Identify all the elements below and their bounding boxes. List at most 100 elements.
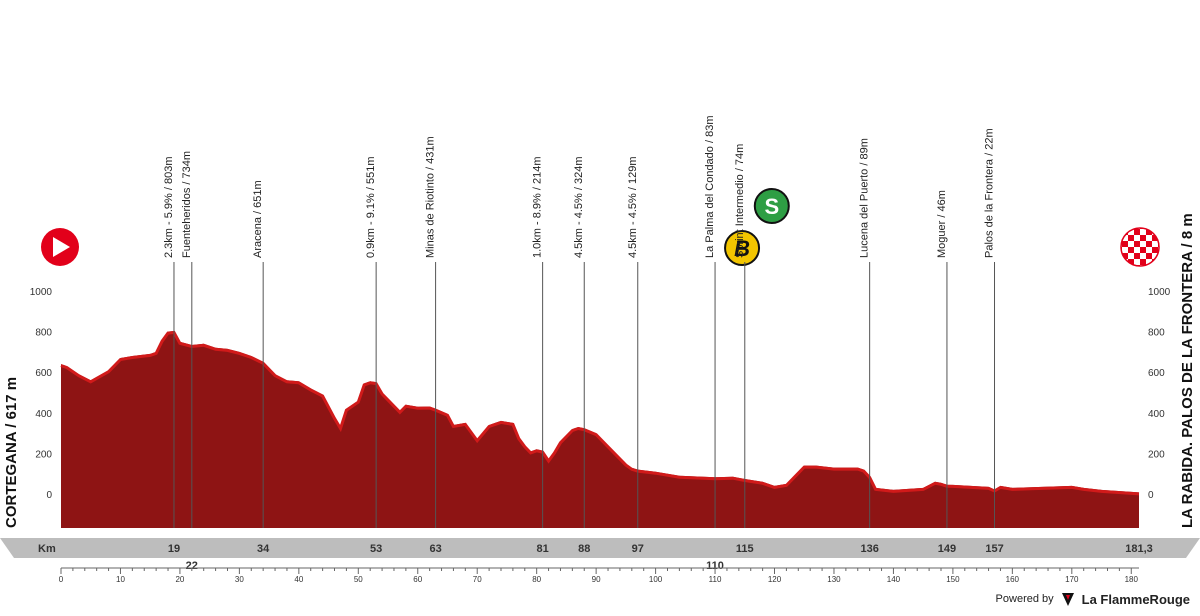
sprint-letter: S — [764, 194, 779, 219]
start-label: CORTEGANA / 617 m — [3, 377, 20, 528]
finish-check — [1158, 265, 1159, 266]
y-tick-label-left: 1000 — [30, 287, 53, 298]
km-band-value: 97 — [632, 543, 644, 555]
y-tick-label-right: 800 — [1148, 328, 1165, 339]
point-label: Aracena / 651m — [252, 180, 264, 258]
finish-check — [1152, 235, 1158, 241]
finish-check — [1121, 259, 1122, 265]
x-tick-label: 160 — [1006, 575, 1020, 584]
km-band-label: Km — [38, 543, 56, 555]
finish-check — [1134, 229, 1140, 235]
y-tick-label-left: 400 — [35, 409, 52, 420]
y-tick-label-right: 1000 — [1148, 287, 1171, 298]
x-tick-label: 10 — [116, 575, 125, 584]
km-band-value: 53 — [370, 543, 382, 555]
finish-check — [1158, 229, 1159, 235]
km-band-value: 181,3 — [1125, 543, 1153, 555]
finish-check — [1128, 235, 1134, 241]
sprint-icon — [753, 188, 790, 224]
x-tick-label: 130 — [827, 575, 841, 584]
km-band — [0, 538, 1200, 558]
km-band-value: 19 — [168, 543, 180, 555]
km-band-value: 34 — [257, 543, 270, 555]
finish-check — [1122, 241, 1128, 247]
y-tick-label-left: 0 — [46, 490, 52, 501]
x-tick-label: 180 — [1125, 575, 1139, 584]
finish-check — [1140, 259, 1146, 265]
finish-check — [1146, 253, 1152, 259]
point-label: Palos de la Frontera / 22m — [984, 128, 996, 258]
elevation-area — [61, 331, 1139, 528]
y-tick-label-right: 0 — [1148, 490, 1154, 501]
finish-check — [1146, 241, 1152, 247]
finish-check — [1152, 259, 1158, 265]
finish-check — [1128, 259, 1134, 265]
finish-check — [1121, 228, 1122, 229]
elevation-ridge-line — [60, 330, 1140, 496]
x-tick-label: 110 — [709, 575, 722, 584]
finish-check — [1152, 228, 1158, 229]
x-tick-label: 40 — [294, 575, 303, 584]
point-label: Lucena del Puerto / 89m — [859, 138, 871, 258]
km-band-value: 88 — [578, 543, 590, 555]
point-label: Sprint Intermedio / 74m — [734, 144, 746, 258]
y-tick-label-left: 800 — [35, 328, 52, 339]
finish-checks — [1121, 228, 1159, 266]
x-tick-label: 140 — [887, 575, 901, 584]
x-tick-label: 60 — [413, 575, 422, 584]
finish-check — [1134, 253, 1140, 259]
x-tick-label: 90 — [592, 575, 601, 584]
point-label: La Palma del Condado / 83m — [704, 116, 716, 258]
x-tick-label: 50 — [354, 575, 363, 584]
km-band-value: 157 — [985, 543, 1003, 555]
y-tick-label-right: 400 — [1148, 409, 1165, 420]
x-tick-label: 30 — [235, 575, 244, 584]
finish-check — [1140, 235, 1146, 241]
finish-check — [1146, 229, 1152, 235]
x-tick-label: 150 — [946, 575, 960, 584]
finish-check — [1152, 247, 1158, 253]
x-tick-label: 20 — [175, 575, 184, 584]
point-label: 4.5km - 4.5% / 129m — [627, 157, 639, 259]
finish-flag-icon — [1120, 227, 1160, 267]
point-label: Fuenteheridos / 734m — [181, 151, 193, 258]
km-band-value: 63 — [429, 543, 441, 555]
branding: Powered by La FlammeRouge — [996, 591, 1190, 607]
finish-icon-ring — [1120, 227, 1160, 267]
point-label: Minas de Riotinto / 431m — [425, 136, 437, 258]
finish-check — [1128, 247, 1134, 253]
finish-check — [1140, 247, 1146, 253]
finish-check — [1122, 253, 1128, 259]
finish-check — [1128, 228, 1134, 229]
bonus-icon — [724, 230, 761, 266]
km-band-value: 115 — [736, 543, 754, 555]
y-tick-label-left: 200 — [35, 449, 52, 460]
km-band-value: 136 — [860, 543, 878, 555]
y-tick-label-left: 600 — [35, 368, 52, 379]
km-below-value: 22 — [186, 560, 198, 572]
x-tick-label: 70 — [473, 575, 482, 584]
x-tick-label: 0 — [59, 575, 64, 584]
y-tick-label-right: 200 — [1148, 449, 1165, 460]
x-tick-label: 80 — [532, 575, 541, 584]
y-tick-label-right: 600 — [1148, 368, 1165, 379]
finish-check — [1146, 265, 1152, 266]
finish-check — [1121, 235, 1122, 241]
finish-check — [1122, 265, 1128, 266]
point-label: 0.9km - 9.1% / 551m — [365, 157, 377, 259]
km-below-value: 110 — [706, 560, 724, 572]
start-icon — [41, 228, 79, 266]
bonus-letter: B — [734, 236, 750, 261]
point-label: 1.0km - 8.9% / 214m — [532, 157, 544, 259]
x-tick-label: 120 — [768, 575, 782, 584]
finish-check — [1122, 229, 1128, 235]
km-band-value: 81 — [536, 543, 548, 555]
finish-check — [1158, 253, 1159, 259]
brand-name: La FlammeRouge — [1081, 591, 1190, 607]
powered-by-text: Powered by — [995, 593, 1054, 605]
finish-check — [1134, 241, 1140, 247]
x-tick-label: 100 — [649, 575, 663, 584]
flamme-rouge-logo-icon — [1061, 593, 1074, 606]
